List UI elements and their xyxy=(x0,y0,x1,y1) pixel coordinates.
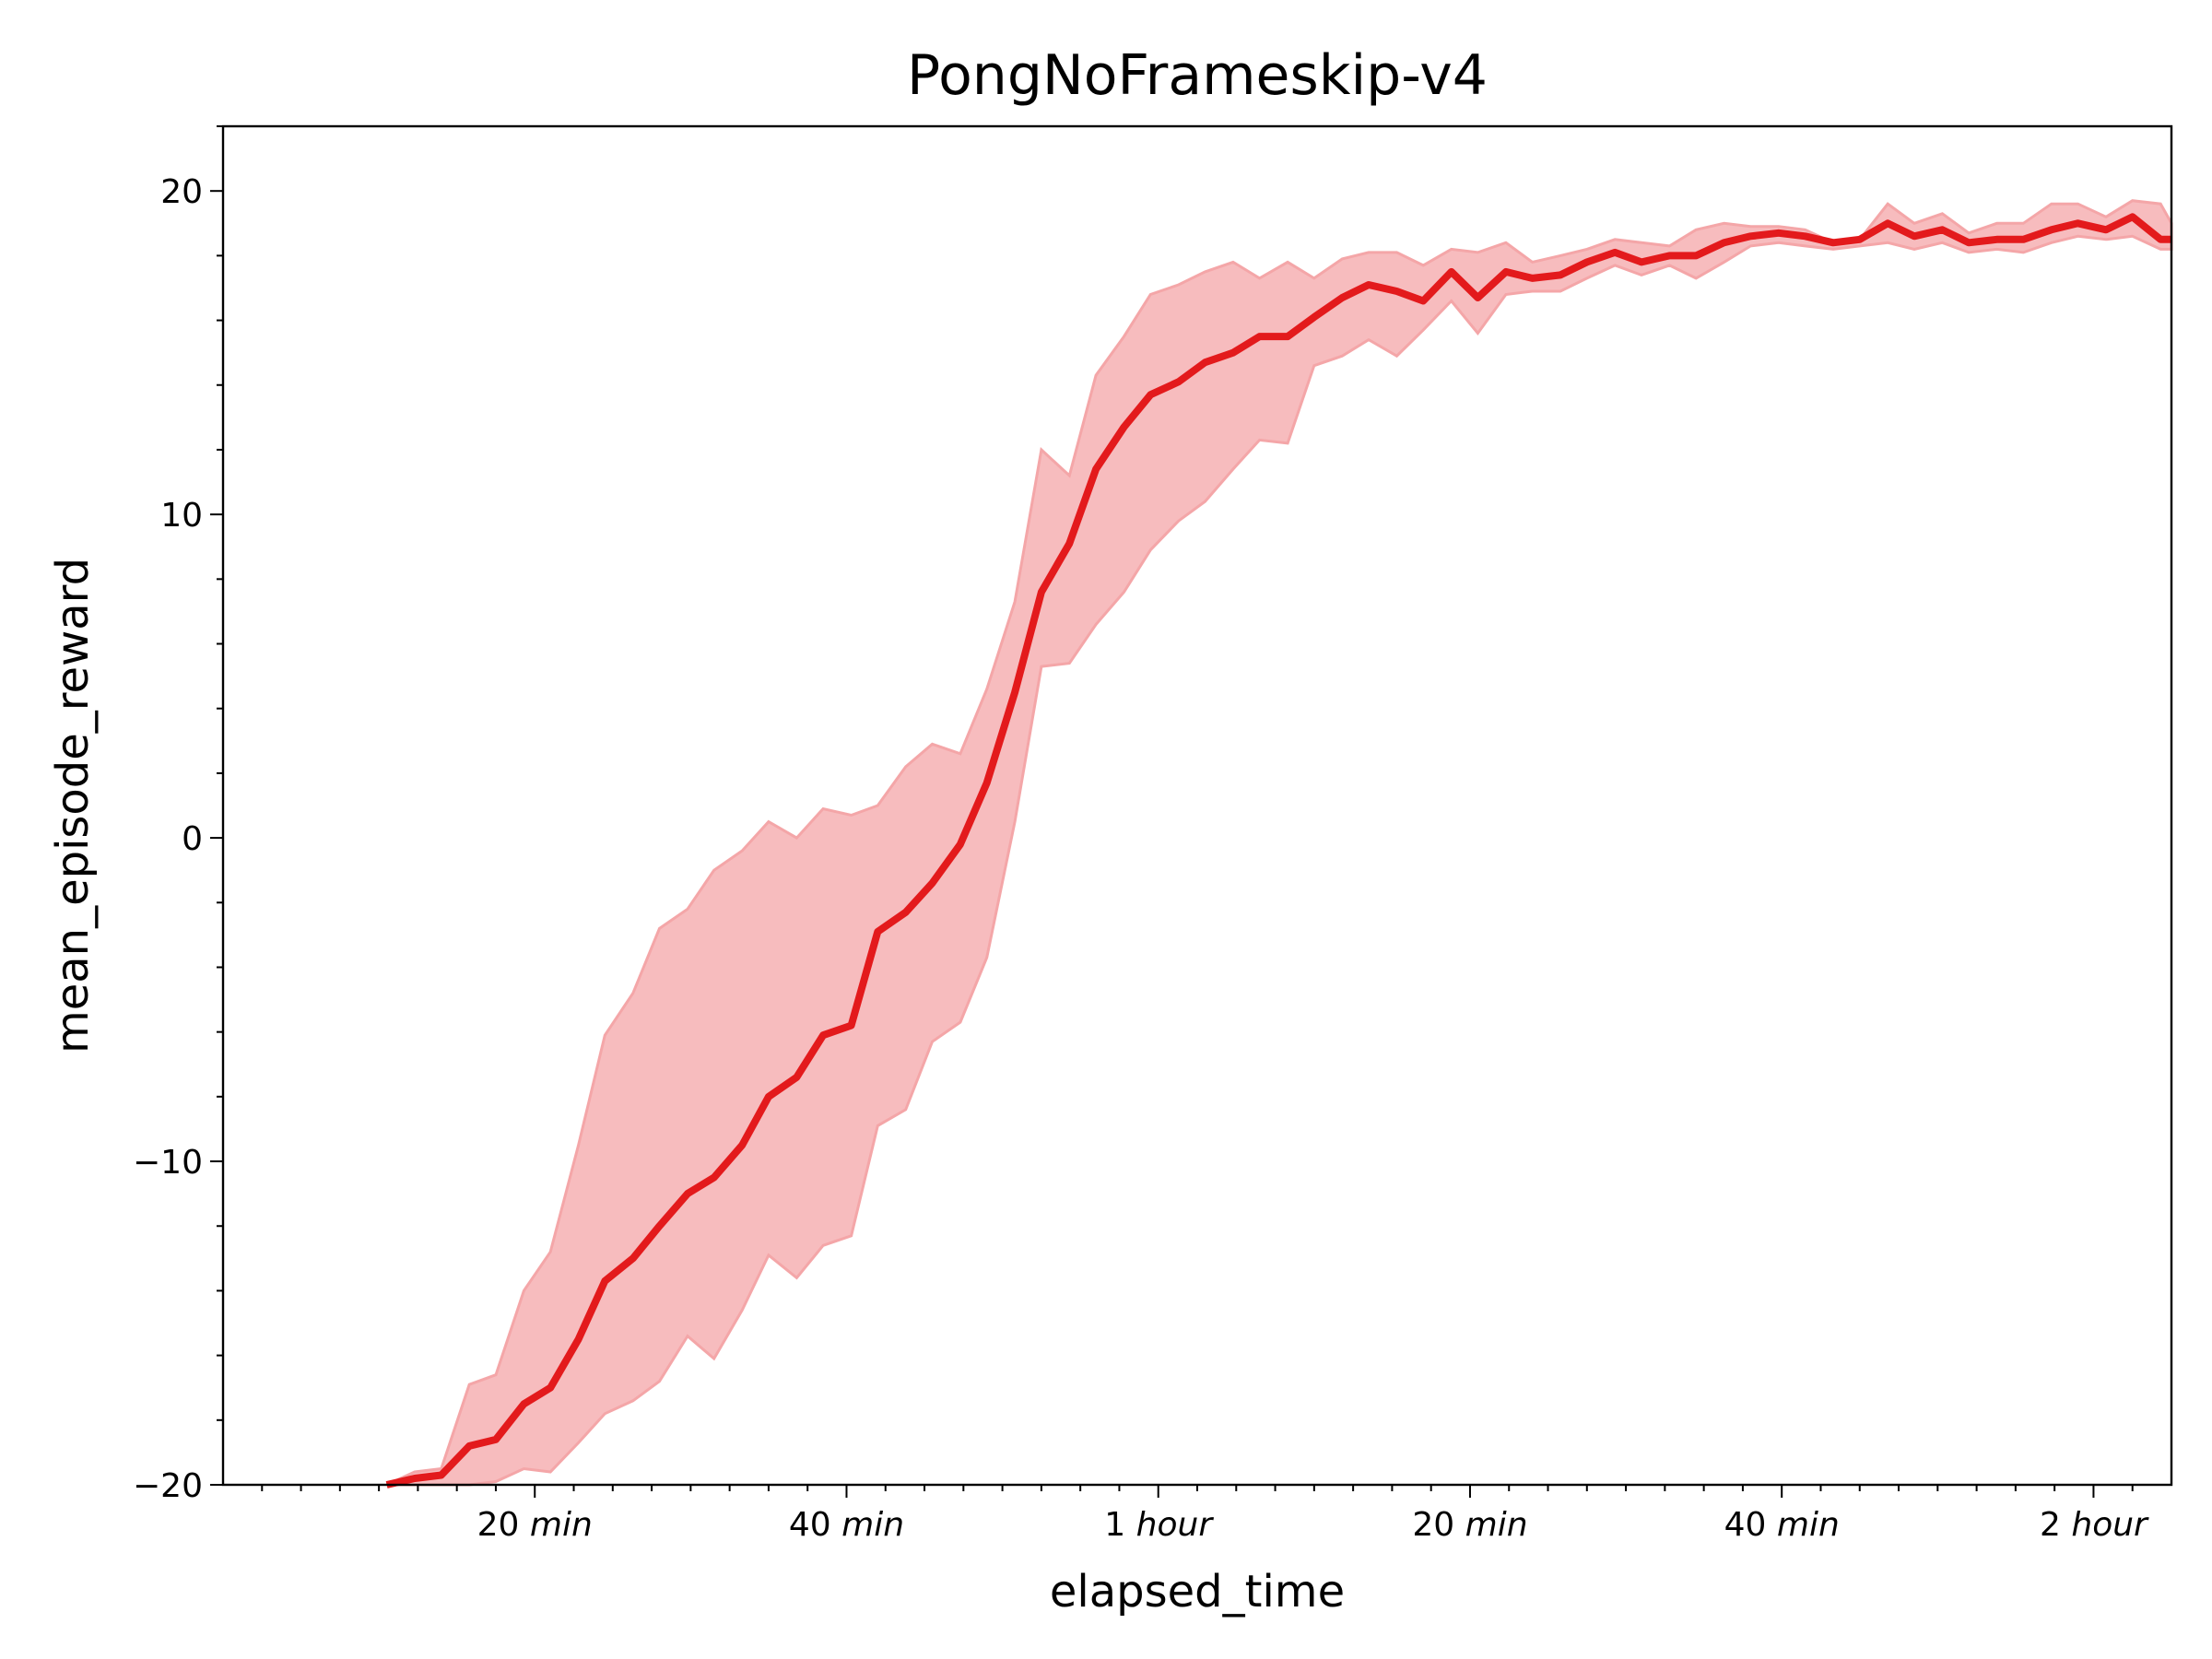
y-tick-label: 0 xyxy=(182,820,203,858)
x-tick-unit: hour xyxy=(1136,1506,1215,1544)
x-tick-label: 20 min xyxy=(1412,1506,1527,1544)
x-tick-label: 40 min xyxy=(789,1506,904,1544)
x-tick-label: 2 hour xyxy=(2040,1506,2149,1544)
y-tick-label: 10 xyxy=(160,497,203,535)
x-tick-unit: min xyxy=(841,1506,904,1544)
chart-title: PongNoFrameskip-v4 xyxy=(907,43,1488,108)
x-tick-number: 20 xyxy=(1412,1506,1465,1544)
series-0-band xyxy=(385,199,2173,1487)
plot-frame xyxy=(221,124,2173,1487)
x-tick-number: 1 xyxy=(1104,1506,1135,1544)
x-tick-unit: min xyxy=(1777,1506,1840,1544)
x-tick-label: 1 hour xyxy=(1104,1506,1214,1544)
plot-area xyxy=(385,199,2173,1488)
y-tick-label: 20 xyxy=(160,173,203,211)
x-tick-number: 20 xyxy=(477,1506,530,1544)
x-tick-unit: min xyxy=(530,1506,593,1544)
y-axis-label: mean_episode_reward xyxy=(47,558,99,1053)
x-tick-label: 40 min xyxy=(1724,1506,1840,1544)
y-tick-label: −20 xyxy=(133,1467,203,1505)
x-tick-number: 40 xyxy=(789,1506,841,1544)
x-tick-label: 20 min xyxy=(477,1506,593,1544)
x-tick-number: 2 xyxy=(2040,1506,2071,1544)
x-axis-label: elapsed_time xyxy=(1050,1566,1345,1618)
x-tick-number: 40 xyxy=(1724,1506,1777,1544)
series-0-line xyxy=(385,213,2171,1488)
y-tick-label: −10 xyxy=(133,1144,203,1182)
x-tick-unit: min xyxy=(1465,1506,1528,1544)
x-tick-unit: hour xyxy=(2071,1506,2149,1544)
